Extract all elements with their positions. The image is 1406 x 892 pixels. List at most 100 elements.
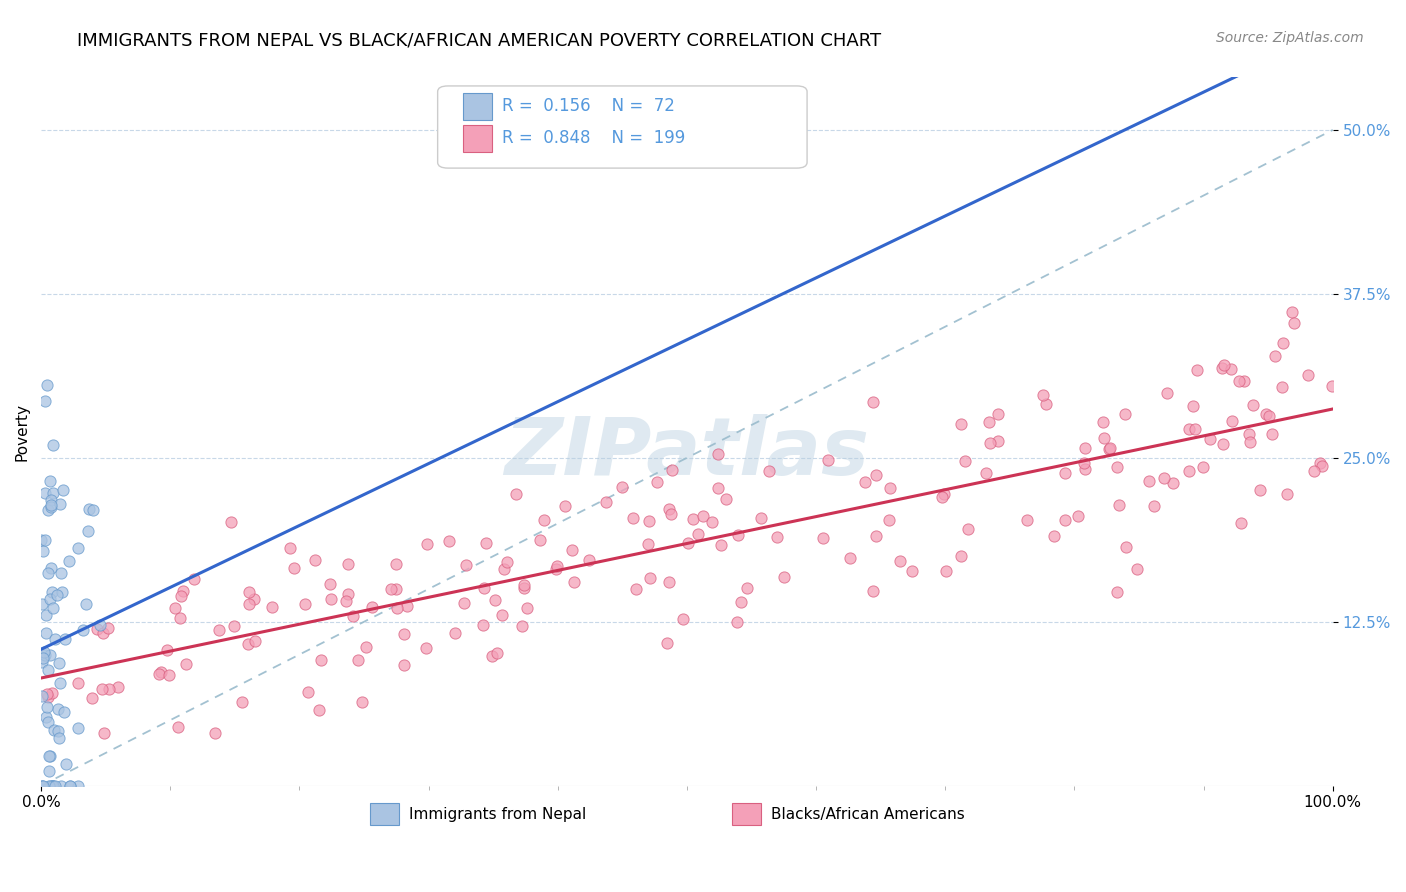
Point <box>676 536 699 550</box>
Point <box>38 779 60 793</box>
Point <box>682 512 704 526</box>
Point <box>90 682 112 697</box>
Point <box>672 612 695 626</box>
Point <box>49 496 72 510</box>
Point <box>76 524 98 538</box>
Point <box>46 701 69 715</box>
Point <box>510 619 533 633</box>
Point <box>44 723 66 737</box>
Point <box>308 703 330 717</box>
Point <box>41 486 63 500</box>
Point <box>1032 388 1054 402</box>
Point <box>640 571 662 585</box>
Point <box>243 634 266 648</box>
Point <box>55 757 77 772</box>
Point <box>1143 499 1166 513</box>
Point <box>52 483 75 497</box>
Point <box>862 584 884 599</box>
Point <box>283 561 305 575</box>
Point <box>80 690 103 705</box>
Point <box>853 475 876 489</box>
Point <box>41 779 63 793</box>
Point <box>396 599 419 613</box>
Text: R =  0.156    N =  72: R = 0.156 N = 72 <box>502 97 675 115</box>
Point <box>1108 498 1130 512</box>
Point <box>66 541 89 555</box>
Point <box>156 642 179 657</box>
Point <box>439 533 461 548</box>
Point <box>238 585 260 599</box>
Point <box>1211 361 1233 376</box>
Point <box>93 726 115 740</box>
Point <box>148 667 170 681</box>
Point <box>34 648 56 662</box>
Point <box>278 541 301 556</box>
Point <box>987 434 1010 448</box>
Point <box>48 656 70 670</box>
Point <box>513 581 536 595</box>
Point <box>931 491 953 505</box>
Point <box>772 570 794 584</box>
Point <box>31 651 53 665</box>
Point <box>485 646 508 660</box>
Point <box>516 601 538 615</box>
Point <box>41 585 63 599</box>
Point <box>706 481 728 495</box>
Point <box>735 582 758 596</box>
Point <box>544 561 567 575</box>
Point <box>82 503 104 517</box>
Text: ZIPatlas: ZIPatlas <box>505 414 869 491</box>
Point <box>817 453 839 467</box>
Point <box>48 676 70 690</box>
Point <box>35 378 58 392</box>
Point <box>32 779 55 793</box>
Point <box>1099 441 1122 455</box>
Point <box>865 467 887 482</box>
Point <box>1184 422 1206 436</box>
Point <box>758 464 780 478</box>
Point <box>1303 464 1326 478</box>
Point <box>394 627 416 641</box>
Point <box>86 622 108 636</box>
Point <box>35 700 58 714</box>
Point <box>1098 442 1121 457</box>
Point <box>554 499 576 513</box>
Point <box>624 582 647 596</box>
Point <box>34 486 56 500</box>
Point <box>1298 368 1320 382</box>
Point <box>66 676 89 690</box>
Point <box>1073 456 1095 470</box>
Point <box>37 503 59 517</box>
Point <box>453 597 475 611</box>
Point <box>319 591 342 606</box>
Point <box>1115 541 1137 555</box>
Point <box>34 533 56 547</box>
Point <box>167 720 190 734</box>
Point <box>610 480 633 494</box>
Point <box>714 492 737 507</box>
Point <box>1066 509 1088 524</box>
Point <box>492 562 515 576</box>
Point <box>1320 378 1343 392</box>
Point <box>37 566 59 580</box>
Point <box>456 558 478 572</box>
Point <box>32 543 55 558</box>
Point <box>107 680 129 694</box>
Point <box>97 621 120 635</box>
Point <box>1178 422 1201 436</box>
Point <box>219 515 242 529</box>
Point <box>686 526 709 541</box>
Point <box>1230 516 1253 530</box>
Point <box>901 564 924 578</box>
Point <box>38 474 60 488</box>
Point <box>37 663 59 677</box>
Point <box>49 566 72 581</box>
Point <box>710 538 733 552</box>
FancyBboxPatch shape <box>733 804 761 825</box>
Text: Source: ZipAtlas.com: Source: ZipAtlas.com <box>1216 31 1364 45</box>
Point <box>957 522 980 536</box>
Point <box>1187 363 1209 377</box>
Point <box>1237 426 1260 441</box>
Point <box>35 710 58 724</box>
Point <box>59 779 82 793</box>
